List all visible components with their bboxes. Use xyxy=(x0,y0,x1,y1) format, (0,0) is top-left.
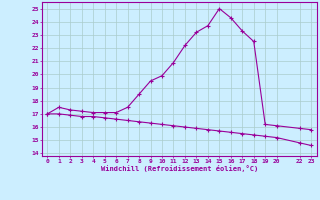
X-axis label: Windchill (Refroidissement éolien,°C): Windchill (Refroidissement éolien,°C) xyxy=(100,165,258,172)
